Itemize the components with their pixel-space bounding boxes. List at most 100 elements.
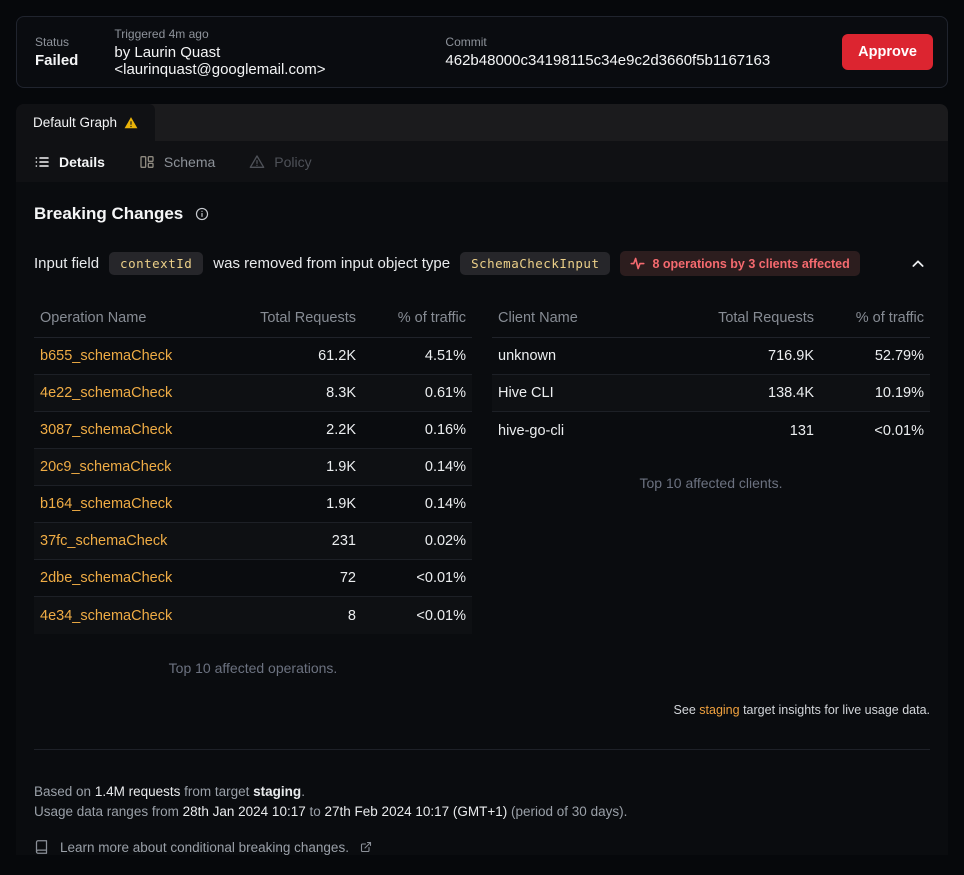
target-name: staging [253,784,302,799]
info-icon[interactable] [195,207,209,221]
table-row: b655_schemaCheck 61.2K 4.51% [34,338,472,375]
commit-hash: 462b48000c34198115c34e9c2d3660f5b1167163 [445,52,771,69]
table-row: 4e34_schemaCheck 8 <0.01% [34,597,472,634]
note-suffix: target insights for live usage data. [743,703,930,717]
table-row: b164_schemaCheck 1.9K 0.14% [34,486,472,523]
change-prefix: Input field [34,255,100,272]
range-prefix: Usage data ranges from [34,804,179,819]
traffic-value: <0.01% [416,607,466,624]
table-row: 37fc_schemaCheck 231 0.02% [34,523,472,560]
col-operation-name: Operation Name [40,309,147,326]
clients-table-body: unknown 716.9K 52.79% Hive CLI 138.4K 10… [492,338,930,449]
breaking-changes-title: Breaking Changes [34,204,184,223]
requests-value: 61.2K [318,348,356,364]
usage-tables: Operation Name Total Requests % of traff… [34,298,930,676]
clients-table: Client Name Total Requests % of traffic … [492,298,930,491]
warning-triangle-icon [124,116,138,130]
clients-table-header: Client Name Total Requests % of traffic [492,298,930,338]
activity-pulse-icon [630,256,646,271]
from-target-text: from target [184,784,250,799]
requests-value: 138.4K [768,385,814,401]
status-block: Status Failed [35,35,78,69]
requests-value: 1.9K [326,459,356,475]
operation-link[interactable]: b164_schemaCheck [40,496,173,512]
range-suffix: (period of 30 days). [511,804,628,819]
note-prefix: See [673,703,696,717]
operation-link[interactable]: 2dbe_schemaCheck [40,570,173,586]
triggered-block: Triggered 4m ago by Laurin Quast <laurin… [114,27,409,78]
footer-divider [34,749,930,750]
col-total-requests: Total Requests [718,309,814,326]
commit-label: Commit [445,35,487,49]
clients-caption: Top 10 affected clients. [639,475,783,491]
table-row: 4e22_schemaCheck 8.3K 0.61% [34,375,472,412]
operations-table-header: Operation Name Total Requests % of traff… [34,298,472,338]
nav-policy[interactable]: Policy [249,153,312,170]
collapse-chevron-up[interactable] [906,252,930,276]
traffic-value: 0.14% [424,496,466,512]
check-summary-card: Status Failed Triggered 4m ago by Laurin… [16,16,948,88]
field-code-chip: contextId [109,252,204,275]
insights-note: See staging target insights for live usa… [34,703,930,717]
operation-link[interactable]: 37fc_schemaCheck [40,533,168,549]
nav-schema-label: Schema [163,153,216,170]
traffic-value: 0.02% [424,533,466,549]
commit-block: Commit 462b48000c34198115c34e9c2d3660f5b… [445,35,770,69]
details-panel: Breaking Changes Input field contextId w… [16,182,948,855]
operation-link[interactable]: 3087_schemaCheck [40,422,173,438]
learn-more-link[interactable]: Learn more about conditional breaking ch… [34,839,930,855]
alert-triangle-icon [249,154,265,170]
operation-link[interactable]: b655_schemaCheck [40,348,173,364]
nav-schema[interactable]: Schema [139,154,215,170]
col-total-requests: Total Requests [260,309,356,326]
operations-table-body: b655_schemaCheck 61.2K 4.51% 4e22_schema… [34,338,472,634]
table-row: 2dbe_schemaCheck 72 <0.01% [34,560,472,597]
external-link-icon [360,841,372,853]
traffic-value: 10.19% [874,385,924,401]
date-range-line: Usage data ranges from 28th Jan 2024 10:… [34,802,930,822]
status-value: Failed [35,52,79,69]
change-middle: was removed from input object type [213,255,451,272]
tab-default-graph[interactable]: Default Graph [16,104,156,141]
approve-button[interactable]: Approve [842,34,933,70]
client-name: unknown [498,348,557,364]
traffic-value: 0.61% [424,385,466,401]
triggered-label: Triggered 4m ago [114,26,209,41]
requests-value: 1.9K [326,496,356,512]
book-icon [34,839,49,855]
client-name: hive-go-cli [498,422,565,439]
requests-value: 8.3K [326,385,356,401]
operations-table: Operation Name Total Requests % of traff… [34,298,472,676]
nav-details[interactable]: Details [34,154,105,170]
table-row: 20c9_schemaCheck 1.9K 0.14% [34,449,472,486]
requests-value: 716.9K [768,348,814,364]
check-detail-section: Default Graph Details Schema [16,104,948,855]
nav-policy-label: Policy [274,153,312,170]
learn-more-label: Learn more about conditional breaking ch… [60,839,349,855]
graph-tab-label: Default Graph [33,115,118,130]
requests-value: 2.2K [326,422,356,438]
check-nav: Details Schema Policy [16,141,948,182]
usage-footer: Based on 1.4M requests from target stagi… [34,782,930,822]
operation-link[interactable]: 20c9_schemaCheck [40,459,172,475]
status-label: Status [35,35,70,49]
list-icon [34,154,50,170]
table-row: unknown 716.9K 52.79% [492,338,930,375]
range-end: 27th Feb 2024 10:17 (GMT+1) [324,804,508,819]
period-dot: . [301,784,305,799]
staging-insights-link[interactable]: staging [699,703,740,717]
based-prefix: Based on [34,784,92,799]
operations-caption: Top 10 affected operations. [168,660,338,676]
client-name: Hive CLI [498,385,554,401]
range-to-word: to [309,804,321,819]
operation-link[interactable]: 4e22_schemaCheck [40,385,173,401]
breaking-change-row: Input field contextId was removed from i… [34,251,930,276]
traffic-value: <0.01% [874,422,924,439]
requests-value: 72 [339,570,356,586]
affected-badge-label: 8 operations by 3 clients affected [652,256,850,271]
range-start: 28th Jan 2024 10:17 [182,804,306,819]
type-code-chip: SchemaCheckInput [460,252,611,275]
col-traffic: % of traffic [397,309,466,326]
operation-link[interactable]: 4e34_schemaCheck [40,607,173,624]
affected-operations-badge[interactable]: 8 operations by 3 clients affected [620,251,860,276]
